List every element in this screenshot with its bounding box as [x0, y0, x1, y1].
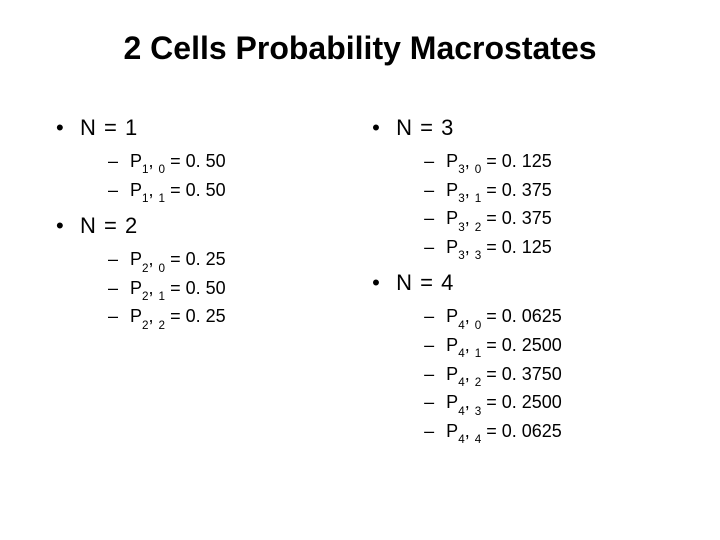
dash-icon: – — [424, 208, 446, 229]
subscript: 3 — [458, 249, 465, 262]
list-item: –P4, 1 = 0. 2500 — [424, 335, 664, 359]
list-item: –P3, 0 = 0. 125 — [424, 151, 664, 175]
formula-text: P3, 1 = 0. 375 — [446, 180, 552, 204]
subscript: 1 — [142, 192, 149, 205]
right-column: •N = 3–P3, 0 = 0. 125–P3, 1 = 0. 375–P3,… — [372, 115, 664, 454]
formula-text: P4, 2 = 0. 3750 — [446, 364, 562, 388]
subscript: 1 — [142, 163, 149, 176]
subscript: 1 — [475, 192, 482, 205]
subscript: 4 — [458, 433, 465, 446]
subscript: 4 — [458, 376, 465, 389]
dash-icon: – — [424, 392, 446, 413]
group-heading-text: N = 2 — [80, 213, 138, 239]
subscript: 0 — [159, 262, 166, 275]
group-heading: •N = 4 — [372, 270, 664, 296]
dash-icon: – — [108, 278, 130, 299]
formula-text: P2, 2 = 0. 25 — [130, 306, 226, 330]
subscript: 2 — [159, 319, 166, 332]
formula-text: P4, 3 = 0. 2500 — [446, 392, 562, 416]
dash-icon: – — [424, 421, 446, 442]
list-item: –P1, 1 = 0. 50 — [108, 180, 348, 204]
list-item: –P4, 0 = 0. 0625 — [424, 306, 664, 330]
dash-icon: – — [424, 180, 446, 201]
bullet-group: •N = 4–P4, 0 = 0. 0625–P4, 1 = 0. 2500–P… — [372, 270, 664, 444]
subscript: 3 — [475, 249, 482, 262]
list-item: –P4, 4 = 0. 0625 — [424, 421, 664, 445]
bullet-group: •N = 1–P1, 0 = 0. 50–P1, 1 = 0. 50 — [56, 115, 348, 203]
subscript: 2 — [475, 376, 482, 389]
dash-icon: – — [424, 237, 446, 258]
formula-text: P2, 1 = 0. 50 — [130, 278, 226, 302]
slide: 2 Cells Probability Macrostates •N = 1–P… — [0, 0, 720, 540]
formula-text: P1, 0 = 0. 50 — [130, 151, 226, 175]
subscript: 4 — [458, 347, 465, 360]
subscript: 4 — [475, 433, 482, 446]
group-heading-text: N = 4 — [396, 270, 454, 296]
subscript: 2 — [142, 290, 149, 303]
formula-text: P1, 1 = 0. 50 — [130, 180, 226, 204]
sub-list: –P2, 0 = 0. 25–P2, 1 = 0. 50–P2, 2 = 0. … — [108, 249, 348, 330]
subscript: 4 — [458, 319, 465, 332]
list-item: –P4, 2 = 0. 3750 — [424, 364, 664, 388]
group-heading: •N = 3 — [372, 115, 664, 141]
subscript: 4 — [458, 405, 465, 418]
bullet-icon: • — [372, 272, 396, 294]
dash-icon: – — [424, 364, 446, 385]
bullet-group: •N = 2–P2, 0 = 0. 25–P2, 1 = 0. 50–P2, 2… — [56, 213, 348, 330]
list-item: –P3, 1 = 0. 375 — [424, 180, 664, 204]
subscript: 2 — [142, 262, 149, 275]
list-item: –P1, 0 = 0. 50 — [108, 151, 348, 175]
subscript: 1 — [159, 290, 166, 303]
sub-list: –P3, 0 = 0. 125–P3, 1 = 0. 375–P3, 2 = 0… — [424, 151, 664, 260]
subscript: 3 — [458, 221, 465, 234]
list-item: –P3, 3 = 0. 125 — [424, 237, 664, 261]
dash-icon: – — [424, 306, 446, 327]
list-item: –P2, 1 = 0. 50 — [108, 278, 348, 302]
subscript: 0 — [475, 163, 482, 176]
subscript: 3 — [475, 405, 482, 418]
formula-text: P3, 2 = 0. 375 — [446, 208, 552, 232]
group-heading: •N = 1 — [56, 115, 348, 141]
bullet-icon: • — [56, 215, 80, 237]
formula-text: P3, 3 = 0. 125 — [446, 237, 552, 261]
group-heading-text: N = 3 — [396, 115, 454, 141]
formula-text: P3, 0 = 0. 125 — [446, 151, 552, 175]
formula-text: P4, 0 = 0. 0625 — [446, 306, 562, 330]
dash-icon: – — [108, 151, 130, 172]
formula-text: P4, 4 = 0. 0625 — [446, 421, 562, 445]
slide-title: 2 Cells Probability Macrostates — [50, 30, 670, 67]
formula-text: P4, 1 = 0. 2500 — [446, 335, 562, 359]
dash-icon: – — [108, 180, 130, 201]
formula-text: P2, 0 = 0. 25 — [130, 249, 226, 273]
subscript: 2 — [475, 221, 482, 234]
subscript: 2 — [142, 319, 149, 332]
list-item: –P2, 2 = 0. 25 — [108, 306, 348, 330]
subscript: 1 — [475, 347, 482, 360]
subscript: 3 — [458, 163, 465, 176]
bullet-group: •N = 3–P3, 0 = 0. 125–P3, 1 = 0. 375–P3,… — [372, 115, 664, 260]
left-column: •N = 1–P1, 0 = 0. 50–P1, 1 = 0. 50•N = 2… — [56, 115, 348, 454]
sub-list: –P4, 0 = 0. 0625–P4, 1 = 0. 2500–P4, 2 =… — [424, 306, 664, 444]
dash-icon: – — [108, 306, 130, 327]
list-item: –P4, 3 = 0. 2500 — [424, 392, 664, 416]
list-item: –P3, 2 = 0. 375 — [424, 208, 664, 232]
dash-icon: – — [424, 335, 446, 356]
subscript: 1 — [159, 192, 166, 205]
bullet-icon: • — [56, 117, 80, 139]
dash-icon: – — [108, 249, 130, 270]
group-heading: •N = 2 — [56, 213, 348, 239]
subscript: 0 — [475, 319, 482, 332]
content-columns: •N = 1–P1, 0 = 0. 50–P1, 1 = 0. 50•N = 2… — [50, 115, 670, 454]
subscript: 3 — [458, 192, 465, 205]
group-heading-text: N = 1 — [80, 115, 138, 141]
list-item: –P2, 0 = 0. 25 — [108, 249, 348, 273]
sub-list: –P1, 0 = 0. 50–P1, 1 = 0. 50 — [108, 151, 348, 203]
subscript: 0 — [159, 163, 166, 176]
bullet-icon: • — [372, 117, 396, 139]
dash-icon: – — [424, 151, 446, 172]
